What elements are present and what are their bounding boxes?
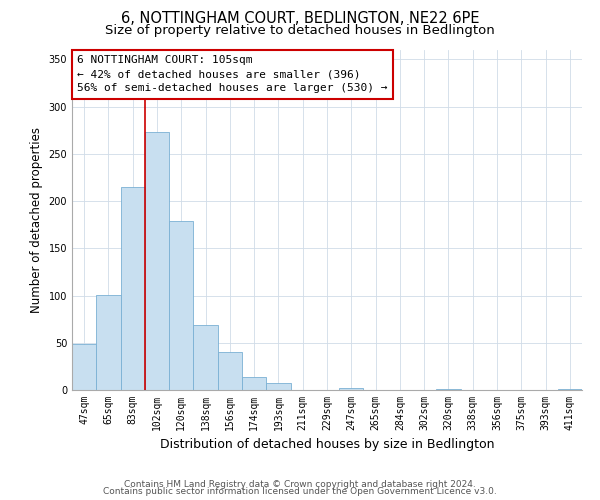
- Text: Size of property relative to detached houses in Bedlington: Size of property relative to detached ho…: [105, 24, 495, 37]
- Text: Contains public sector information licensed under the Open Government Licence v3: Contains public sector information licen…: [103, 487, 497, 496]
- Bar: [145, 132, 169, 390]
- Text: 6 NOTTINGHAM COURT: 105sqm
← 42% of detached houses are smaller (396)
56% of sem: 6 NOTTINGHAM COURT: 105sqm ← 42% of deta…: [77, 55, 388, 93]
- X-axis label: Distribution of detached houses by size in Bedlington: Distribution of detached houses by size …: [160, 438, 494, 452]
- Bar: [169, 221, 193, 390]
- Bar: [558, 389, 582, 390]
- Bar: [96, 294, 121, 390]
- Bar: [121, 187, 145, 390]
- Bar: [72, 344, 96, 390]
- Bar: [339, 388, 364, 390]
- Bar: [266, 384, 290, 390]
- Text: 6, NOTTINGHAM COURT, BEDLINGTON, NE22 6PE: 6, NOTTINGHAM COURT, BEDLINGTON, NE22 6P…: [121, 11, 479, 26]
- Y-axis label: Number of detached properties: Number of detached properties: [30, 127, 43, 313]
- Bar: [218, 352, 242, 390]
- Bar: [436, 389, 461, 390]
- Text: Contains HM Land Registry data © Crown copyright and database right 2024.: Contains HM Land Registry data © Crown c…: [124, 480, 476, 489]
- Bar: [242, 377, 266, 390]
- Bar: [193, 325, 218, 390]
